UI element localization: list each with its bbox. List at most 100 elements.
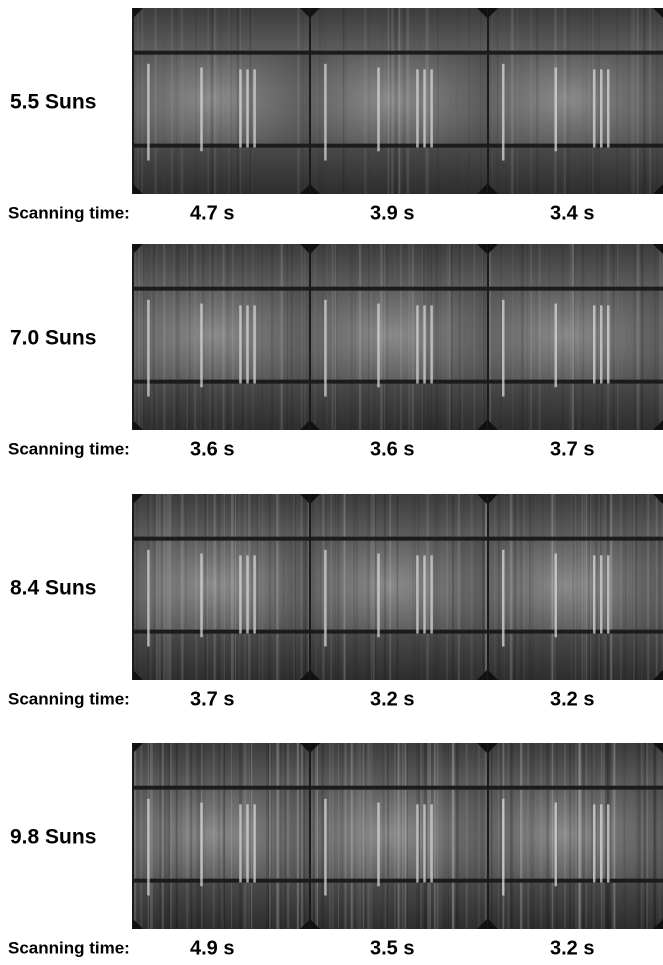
stripe: [344, 743, 346, 929]
stripe: [445, 743, 446, 929]
stripe: [332, 743, 334, 929]
stripe: [350, 244, 353, 430]
bright-finger: [502, 64, 505, 161]
stripe: [588, 494, 590, 680]
stripe: [616, 8, 618, 194]
stripe: [185, 494, 186, 680]
stripe: [563, 244, 564, 430]
stripe: [599, 494, 600, 680]
bright-finger: [502, 300, 505, 397]
bright-finger: [416, 69, 419, 147]
stripe: [439, 494, 440, 680]
stripe: [547, 743, 548, 929]
stripe: [641, 743, 642, 929]
stripe: [564, 743, 566, 929]
stripe: [342, 743, 343, 929]
stripe: [577, 743, 579, 929]
stripe: [364, 8, 367, 194]
stripe: [435, 244, 437, 430]
stripe: [572, 244, 574, 430]
busbar: [133, 630, 310, 634]
stripe: [659, 244, 660, 430]
stripe: [163, 8, 166, 194]
busbar: [310, 380, 487, 384]
stripe: [449, 244, 450, 430]
stripe: [304, 244, 307, 430]
bright-finger: [253, 555, 256, 633]
stripe: [150, 743, 153, 929]
stripe: [569, 743, 571, 929]
stripe: [520, 743, 521, 929]
stripe: [271, 244, 273, 430]
bright-finger: [600, 69, 603, 147]
stripe: [451, 244, 453, 430]
bright-finger: [377, 554, 380, 638]
stripe: [311, 494, 312, 680]
stripe: [632, 494, 634, 680]
stripe: [249, 494, 251, 680]
stripe: [633, 244, 635, 430]
stripe: [617, 244, 619, 430]
stripe: [314, 244, 315, 430]
stripe: [215, 244, 216, 430]
stripe: [521, 244, 524, 430]
stripe: [620, 494, 621, 680]
stripe: [211, 8, 213, 194]
stripe: [569, 8, 570, 194]
bright-finger: [246, 69, 249, 147]
stripe: [207, 494, 208, 680]
stripe: [171, 8, 172, 194]
stripe: [289, 494, 290, 680]
stripe: [453, 494, 454, 680]
stripe: [237, 8, 239, 194]
stripe: [163, 494, 165, 680]
stripe: [321, 8, 322, 194]
stripe: [166, 743, 168, 929]
stripe: [437, 743, 439, 929]
stripe: [397, 494, 398, 680]
top-band: [488, 244, 663, 289]
stripe: [362, 244, 363, 430]
stripe: [647, 494, 650, 680]
stripe: [434, 494, 436, 680]
stripe: [226, 244, 229, 430]
stripe: [427, 8, 428, 194]
stripe: [480, 8, 482, 194]
bright-finger: [200, 304, 203, 388]
stripe: [440, 244, 441, 430]
stripe: [294, 494, 295, 680]
stripe: [456, 743, 459, 929]
stripe: [437, 8, 439, 194]
stripe: [320, 494, 321, 680]
suns-label: 8.4 Suns: [10, 577, 96, 600]
stripe: [190, 743, 192, 929]
stripe: [178, 244, 180, 430]
stripe: [161, 494, 163, 680]
stripe: [507, 743, 510, 929]
cell-gap: [487, 743, 489, 929]
stripe: [649, 494, 650, 680]
bright-finger: [147, 64, 150, 161]
stripe: [204, 743, 206, 929]
middle-band: [488, 289, 663, 382]
stripe: [301, 244, 302, 430]
stripe: [647, 743, 648, 929]
bright-finger: [423, 69, 426, 147]
stripe: [141, 244, 143, 430]
stripe: [153, 494, 154, 680]
cell-gap: [487, 494, 489, 680]
busbar: [488, 537, 663, 541]
stripe: [222, 244, 224, 430]
stripe: [331, 244, 332, 430]
bright-finger: [502, 550, 505, 647]
stripe: [614, 743, 616, 929]
bright-finger: [593, 804, 596, 882]
stripe: [164, 743, 166, 929]
stripe: [195, 494, 198, 680]
stripe: [412, 244, 414, 430]
stripe: [383, 743, 386, 929]
stripe: [143, 244, 144, 430]
bright-finger: [239, 804, 242, 882]
stripe: [410, 244, 411, 430]
cell-gap: [132, 494, 134, 680]
